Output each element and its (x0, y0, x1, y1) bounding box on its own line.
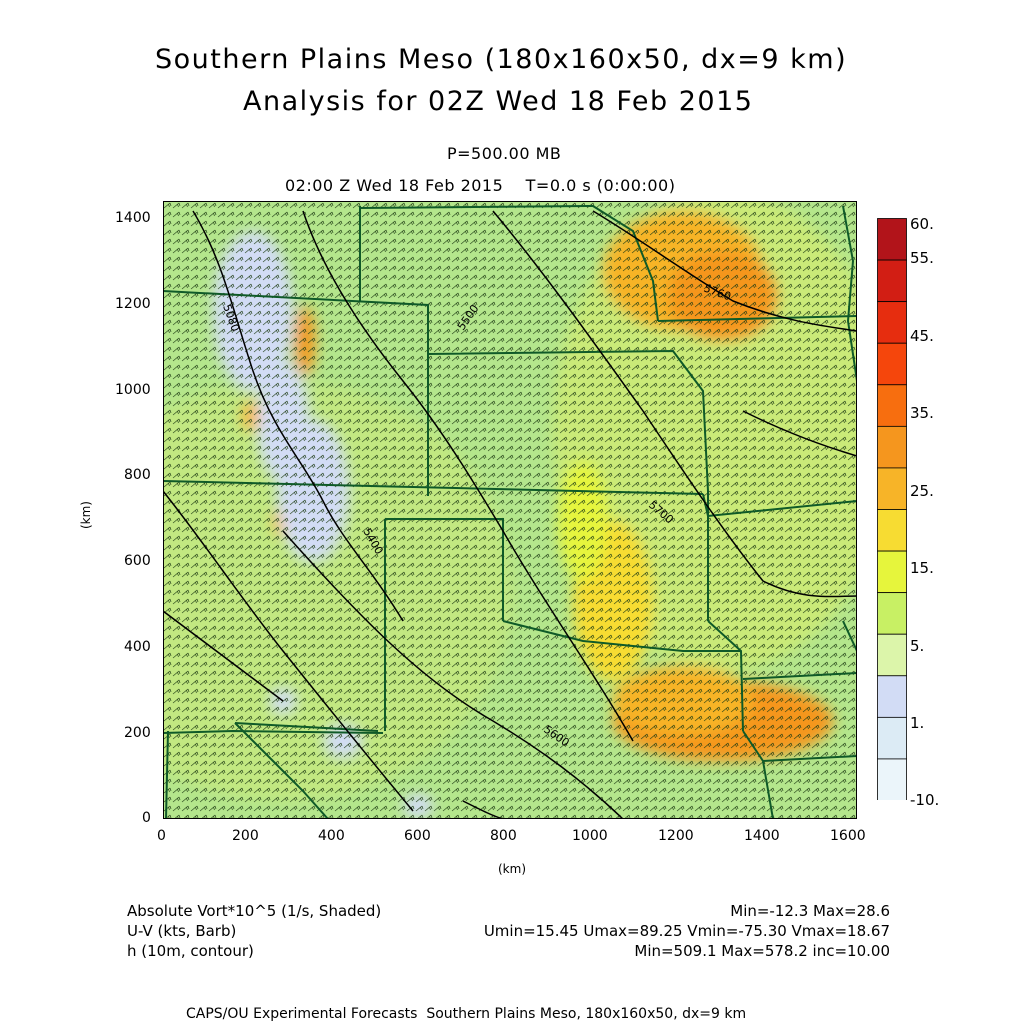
colorbar-label-5: 5. (910, 637, 925, 655)
x-tick-1200: 1200 (658, 828, 694, 844)
colorbar-swatch (877, 259, 907, 303)
x-tick-600: 600 (404, 828, 431, 844)
colorbar-label-1: 1. (910, 714, 925, 732)
colorbar-label-55: 55. (910, 249, 934, 267)
vorticity-legend-stats: Min=-12.3 Max=28.6 (730, 902, 890, 920)
y-tick-600: 600 (124, 553, 151, 569)
y-tick-0: 0 (142, 810, 151, 826)
colorbar-label-45: 45. (910, 327, 934, 345)
map-plot: 5080 5400 5500 5600 5700 5760 (163, 201, 857, 819)
colorbar-label-15: 15. (910, 559, 934, 577)
colorbar-label-minus10: -10. (910, 791, 940, 809)
colorbar-swatch (877, 384, 907, 427)
x-tick-1000: 1000 (572, 828, 608, 844)
vorticity-legend-label: Absolute Vort*10^5 (1/s, Shaded) (127, 902, 382, 920)
x-tick-800: 800 (490, 828, 517, 844)
x-tick-400: 400 (318, 828, 345, 844)
wind-legend-stats: Umin=15.45 Umax=89.25 Vmin=-75.30 Vmax=1… (483, 922, 890, 940)
colorbar-swatch (877, 301, 907, 344)
y-tick-800: 800 (124, 467, 151, 483)
x-tick-0: 0 (157, 828, 166, 844)
wind-legend-label: U-V (kts, Barb) (127, 922, 237, 940)
colorbar-swatch (877, 758, 907, 800)
x-tick-1600: 1600 (830, 828, 866, 844)
valid-time: 02:00 Z Wed 18 Feb 2015 T=0.0 s (0:00:00… (285, 176, 676, 195)
height-legend-label: h (10m, contour) (127, 942, 254, 960)
colorbar-swatch (877, 550, 907, 594)
colorbar-swatch (877, 592, 907, 635)
x-tick-1400: 1400 (744, 828, 780, 844)
colorbar-swatch (877, 716, 907, 760)
y-tick-1000: 1000 (115, 382, 151, 398)
colorbar-label-25: 25. (910, 482, 934, 500)
x-axis-label: (km) (498, 862, 527, 876)
colorbar-label-60: 60. (910, 215, 934, 233)
title-line-2: Analysis for 02Z Wed 18 Feb 2015 (243, 86, 754, 117)
height-legend-stats: Min=509.1 Max=578.2 inc=10.00 (634, 942, 890, 960)
y-tick-1200: 1200 (115, 296, 151, 312)
y-tick-1400: 1400 (115, 210, 151, 226)
colorbar (877, 218, 907, 800)
colorbar-swatch (877, 675, 907, 718)
title-line-1: Southern Plains Meso (180x160x50, dx=9 k… (155, 44, 848, 75)
pressure-level: P=500.00 MB (447, 144, 562, 163)
plot-frame (163, 201, 857, 819)
y-axis-label: (km) (79, 500, 94, 530)
y-tick-200: 200 (124, 725, 151, 741)
colorbar-swatch (877, 218, 907, 261)
colorbar-swatch (877, 342, 907, 386)
x-tick-200: 200 (232, 828, 259, 844)
colorbar-swatch (877, 467, 907, 510)
footer-credit: CAPS/OU Experimental Forecasts Southern … (186, 1006, 747, 1022)
colorbar-label-35: 35. (910, 404, 934, 422)
colorbar-swatch (877, 509, 907, 552)
colorbar-swatch (877, 633, 907, 677)
colorbar-swatch (877, 425, 907, 469)
y-tick-400: 400 (124, 639, 151, 655)
state-boundaries (163, 204, 857, 819)
height-contours (163, 210, 857, 819)
wind-barbs (163, 201, 857, 819)
